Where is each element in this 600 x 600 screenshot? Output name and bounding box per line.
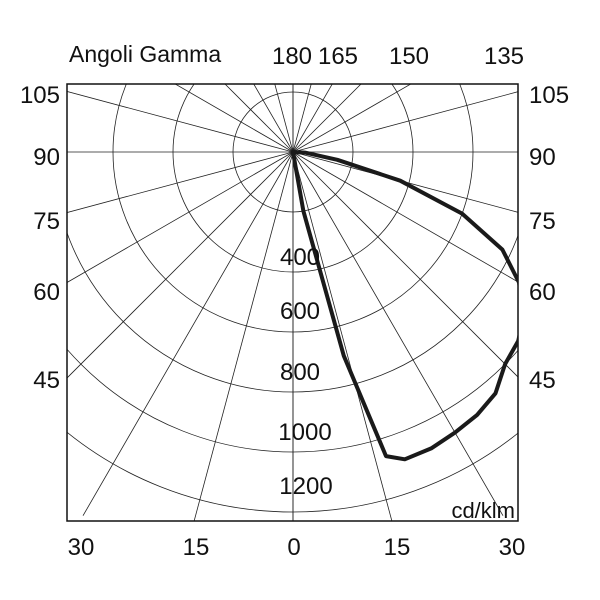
grid-spoke: [292, 84, 333, 153]
curve-layer: [291, 150, 518, 462]
right-tick-label: 45: [529, 367, 556, 394]
grid-spoke: [292, 151, 518, 378]
grid-spoke: [67, 151, 294, 213]
radial-tick-label: 600: [280, 298, 320, 325]
radial-tick-label: 1000: [278, 419, 331, 446]
intensity-curve: [291, 150, 518, 462]
radial-tick-label: 400: [280, 244, 320, 271]
grid-spoke: [67, 151, 294, 283]
top-tick-label: 135: [484, 43, 524, 70]
right-tick-label: 60: [529, 279, 556, 306]
top-tick-label: 180: [272, 43, 312, 70]
bottom-tick-label: 30: [68, 534, 95, 561]
grid-spoke: [193, 151, 294, 521]
left-tick-label: 60: [33, 279, 60, 306]
grid-spoke: [292, 151, 504, 516]
grid-spoke: [292, 151, 393, 521]
plot-frame: [66, 83, 519, 522]
right-tick-label: 105: [529, 82, 569, 109]
chart-title: Angoli Gamma: [69, 41, 221, 67]
unit-label: cd/klm: [451, 498, 515, 523]
grid-spoke: [292, 84, 362, 153]
top-tick-label: 150: [389, 43, 429, 70]
bottom-tick-label: 15: [183, 534, 210, 561]
radial-tick-label: 800: [280, 359, 320, 386]
radial-tick-label: 1200: [279, 473, 332, 500]
left-tick-label: 105: [20, 82, 60, 109]
grid-spoke: [253, 84, 294, 153]
grid-spoke: [292, 91, 518, 153]
bottom-tick-label: 30: [499, 534, 526, 561]
left-tick-label: 90: [33, 144, 60, 171]
grid-spoke: [292, 151, 518, 213]
right-tick-label: 90: [529, 144, 556, 171]
grid-spoke: [67, 151, 294, 379]
bottom-tick-label: 0: [287, 534, 300, 561]
grid-spoke: [174, 84, 294, 153]
right-tick-label: 75: [529, 208, 556, 235]
grid-spoke: [67, 91, 294, 153]
grid-spoke: [292, 84, 412, 153]
top-tick-label: 165: [318, 43, 358, 70]
left-tick-label: 75: [33, 208, 60, 235]
grid-spoke: [274, 84, 294, 153]
left-tick-label: 45: [33, 367, 60, 394]
grid-spoke: [82, 151, 294, 516]
grid-spoke: [224, 84, 294, 153]
grid-spoke: [292, 84, 312, 153]
grid-spoke: [292, 151, 518, 283]
polar-grid: [67, 84, 518, 521]
bottom-tick-label: 15: [384, 534, 411, 561]
